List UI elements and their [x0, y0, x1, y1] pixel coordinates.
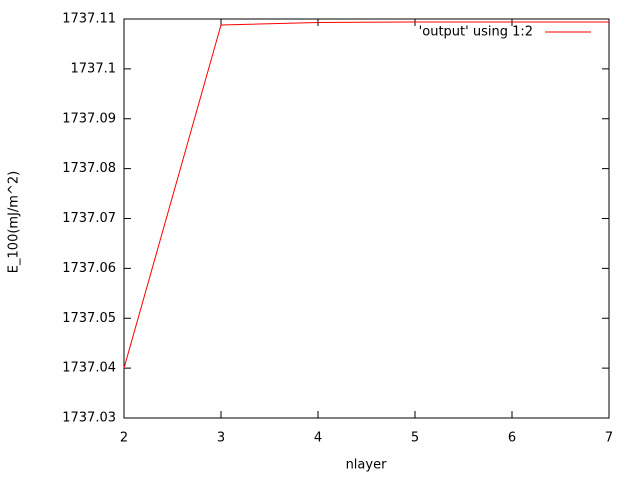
y-tick-label: 1737.08: [62, 161, 116, 176]
y-tick-label: 1737.07: [62, 211, 116, 226]
legend-label: 'output' using 1:2: [419, 25, 533, 40]
y-axis-label: E_100(mJ/m^2): [7, 171, 22, 273]
x-tick-label: 6: [508, 431, 516, 446]
x-axis-label: nlayer: [346, 458, 388, 473]
x-tick-label: 2: [120, 431, 128, 446]
y-tick-label: 1737.11: [62, 12, 116, 27]
x-tick-label: 3: [217, 431, 225, 446]
y-tick-label: 1737.06: [62, 261, 116, 276]
y-tick-label: 1737.04: [62, 361, 116, 376]
plot-border: [123, 18, 610, 419]
x-tick-label: 5: [411, 431, 419, 446]
x-tick-label: 7: [605, 431, 613, 446]
y-tick-label: 1737.03: [62, 411, 116, 426]
y-tick-label: 1737.09: [62, 111, 116, 126]
y-tick-label: 1737.1: [71, 61, 117, 76]
y-tick-label: 1737.05: [62, 311, 116, 326]
data-line: [123, 21, 609, 369]
x-tick-label: 4: [314, 431, 322, 446]
